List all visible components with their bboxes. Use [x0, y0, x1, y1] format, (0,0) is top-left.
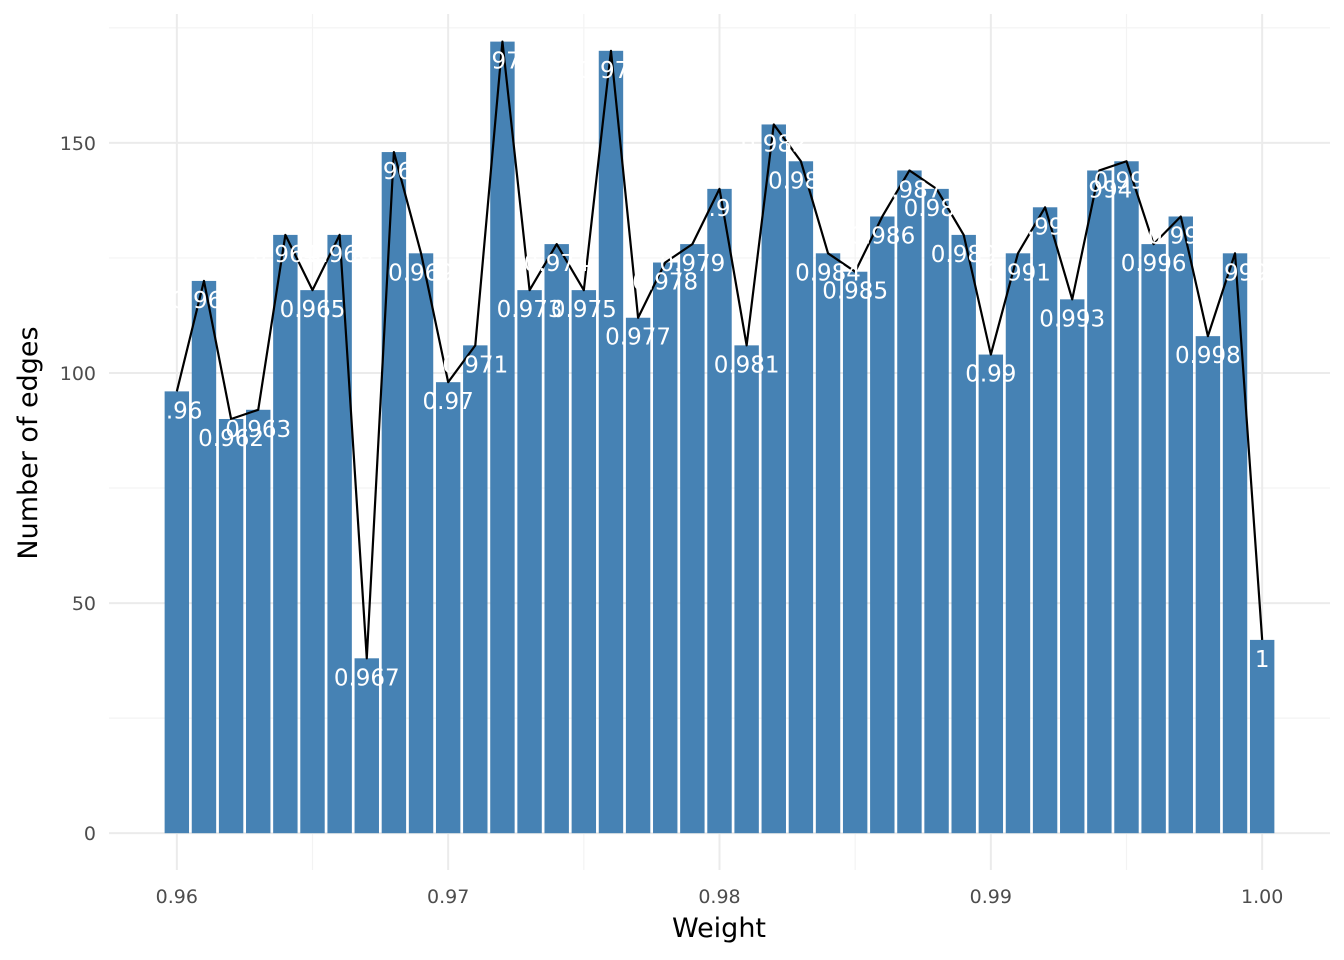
data-label: 0.988	[904, 196, 970, 222]
data-label: 0.968	[361, 159, 427, 185]
bar	[490, 41, 515, 834]
bar	[1141, 244, 1166, 834]
data-label: 0.962	[198, 426, 264, 452]
data-label: 0.983	[768, 168, 834, 194]
bar	[463, 345, 488, 834]
data-label: 0.961	[171, 288, 237, 314]
bar	[842, 271, 868, 834]
bar	[1060, 299, 1085, 834]
data-label: 0.996	[1121, 251, 1187, 277]
data-label: 1	[1255, 647, 1270, 673]
bar	[1222, 253, 1248, 834]
x-tick-label: 1.00	[1241, 886, 1283, 908]
bar	[1168, 216, 1193, 834]
bar	[897, 170, 922, 834]
data-label: 0.992	[1012, 214, 1078, 240]
bar	[191, 280, 217, 834]
data-label: 0.986	[849, 223, 915, 249]
data-label: 0.973	[497, 297, 563, 323]
data-label: 0.978	[632, 270, 698, 296]
bar	[354, 658, 379, 834]
data-label: 0.997	[1148, 223, 1214, 249]
bar	[598, 50, 624, 834]
bar	[1114, 161, 1139, 834]
data-label: 0.994	[1066, 177, 1132, 203]
bar	[408, 253, 434, 834]
x-tick-label: 0.97	[427, 886, 469, 908]
data-label: 0.966	[307, 242, 373, 268]
bar	[815, 253, 841, 834]
data-label: 0.965	[280, 297, 346, 323]
bar	[571, 290, 597, 834]
bar	[707, 188, 732, 834]
y-tick-label: 50	[72, 593, 96, 615]
x-axis-title: Weight	[672, 913, 766, 944]
y-tick-label: 100	[60, 363, 96, 385]
x-tick-label: 0.99	[970, 886, 1012, 908]
y-tick-label: 150	[60, 133, 96, 155]
y-axis-title: Number of edges	[13, 326, 44, 559]
data-label: 0.97	[423, 389, 474, 415]
data-label: 0.975	[551, 297, 617, 323]
bar	[381, 152, 407, 834]
data-label: 0.969	[388, 260, 454, 286]
data-label: 0.979	[659, 251, 725, 277]
data-label: 0.984	[795, 260, 861, 286]
bar	[978, 354, 1004, 834]
data-label: 0.987	[877, 177, 943, 203]
bar	[164, 391, 190, 834]
bar	[273, 234, 298, 834]
y-tick-label: 0	[84, 823, 96, 845]
bar	[218, 418, 244, 834]
data-label: 0.993	[1039, 306, 1105, 332]
bar	[761, 124, 786, 834]
bar	[1032, 207, 1058, 834]
bar	[327, 234, 352, 834]
data-label: 0.963	[225, 417, 291, 443]
bar	[625, 317, 651, 834]
data-label: 0.991	[985, 260, 1051, 286]
bar	[788, 161, 814, 834]
bar	[1249, 639, 1275, 834]
bar	[1195, 336, 1221, 834]
bar	[517, 290, 542, 834]
data-label: 0.977	[605, 325, 671, 351]
bar	[734, 345, 759, 834]
x-tick-label: 0.98	[698, 886, 740, 908]
bar	[951, 234, 976, 834]
axis-ticks: 0.96 0.97 0.98 0.99 1.00 0 50 100 150	[60, 133, 1284, 908]
data-label: 0.964	[252, 242, 318, 268]
data-label: 0.999	[1202, 260, 1268, 286]
data-label: 0.981	[714, 352, 780, 378]
data-label: 0.989	[931, 242, 997, 268]
data-label: 0.972	[470, 49, 536, 75]
data-label: 0.974	[524, 251, 590, 277]
bar	[870, 216, 895, 834]
bar	[300, 290, 325, 834]
data-label: 0.998	[1175, 343, 1241, 369]
bar	[680, 244, 705, 834]
bar	[653, 262, 678, 834]
bar	[435, 382, 461, 834]
bar	[924, 188, 949, 834]
data-label: 0.96	[151, 398, 202, 424]
data-label: 0.982	[741, 131, 807, 157]
data-label: 0.971	[442, 352, 508, 378]
bar	[1087, 170, 1112, 834]
data-label: 0.995	[1094, 168, 1160, 194]
x-tick-label: 0.96	[156, 886, 198, 908]
data-label: 0.976	[578, 58, 644, 84]
data-label: 0.985	[822, 279, 888, 305]
bar	[544, 244, 569, 834]
overlay-line-layer	[175, 40, 1264, 660]
bar	[246, 409, 271, 834]
overlay-line	[175, 40, 1264, 660]
bar	[1005, 253, 1031, 834]
data-label: 0.99	[965, 362, 1016, 388]
data-label: 0.98	[694, 196, 745, 222]
data-label: 0.967	[334, 665, 400, 691]
bars	[164, 41, 1275, 834]
